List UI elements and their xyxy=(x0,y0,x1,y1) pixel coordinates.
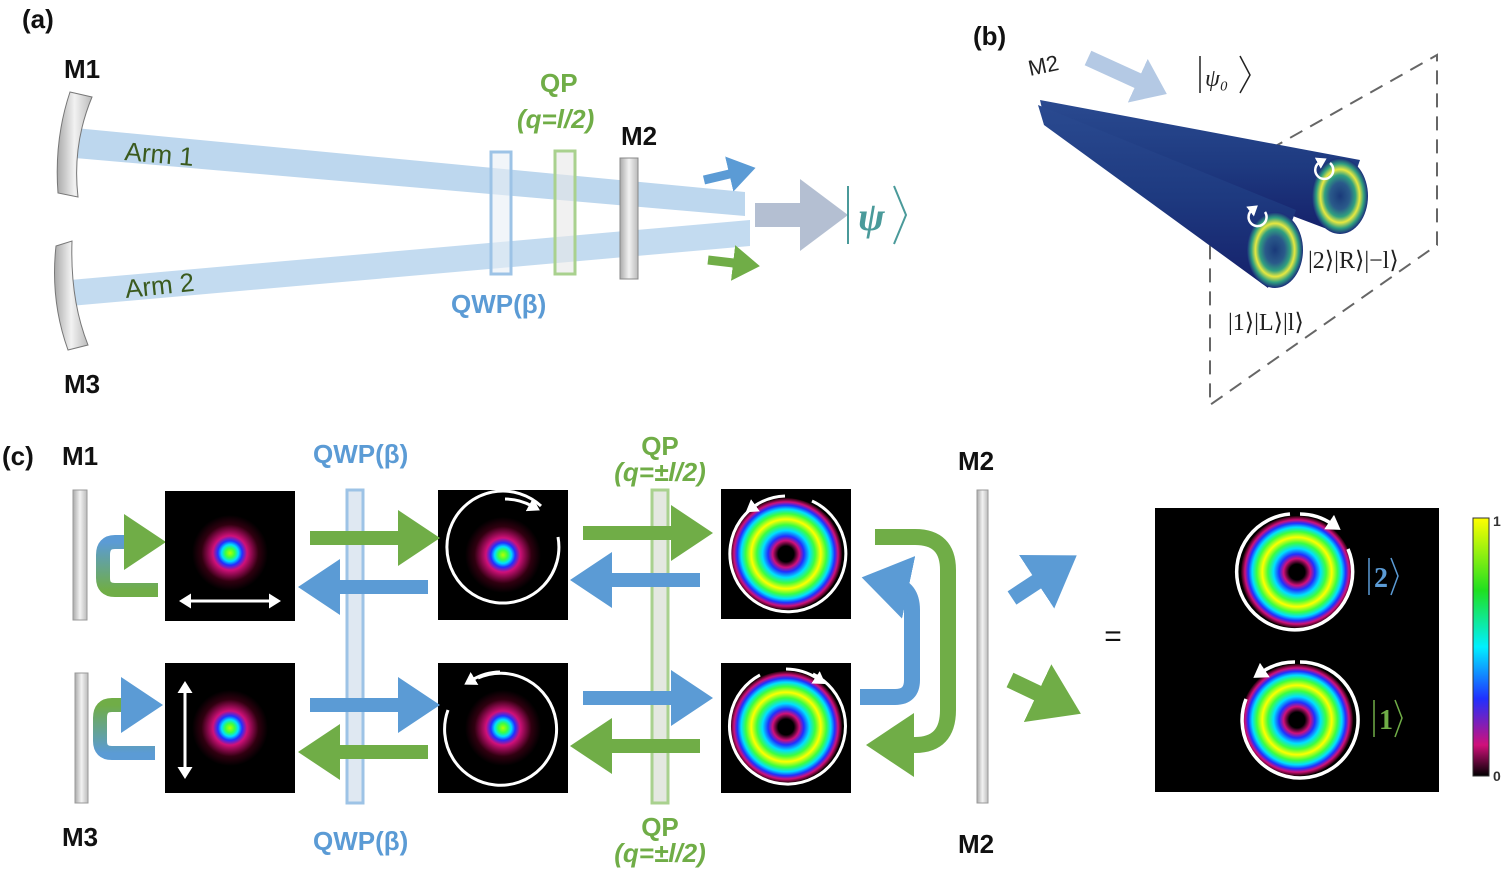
reflect-arrow-bottom xyxy=(93,677,163,760)
beam-arm-2 xyxy=(70,220,750,306)
rotation-arrow-icon xyxy=(728,499,848,614)
beam-image-donut-bottom xyxy=(721,663,851,793)
equals-sign: = xyxy=(1104,620,1122,653)
input-state-ket: ψ₀ xyxy=(1199,55,1251,94)
label-qp-bottom: QP xyxy=(641,812,679,842)
beam-image-gaussian-circ-bottom xyxy=(438,663,568,793)
label-qp-top: QP xyxy=(641,431,679,461)
panel-c: (c) M1 M3 xyxy=(2,431,1501,868)
mirror-m1 xyxy=(56,91,93,198)
output-arrow-blue-c xyxy=(1007,555,1077,609)
beam-tube-1 xyxy=(1038,105,1296,288)
beam-tube-1-end xyxy=(1247,212,1303,288)
output-arrow-green xyxy=(707,245,760,281)
output-arrow-green-c xyxy=(1006,664,1081,723)
panel-b-label: (b) xyxy=(973,21,1006,51)
mirror-m2 xyxy=(619,157,639,280)
label-m2-bottom: M2 xyxy=(958,829,994,859)
mirror-m2-c xyxy=(976,489,989,804)
label-qwp-bottom: QWP(β) xyxy=(313,826,408,856)
label-m3: M3 xyxy=(64,369,100,399)
label-m2-b: M2 xyxy=(1026,50,1061,81)
result-image: 2 1 xyxy=(1155,508,1439,792)
panel-a-label: (a) xyxy=(22,4,54,34)
reflect-arrow-top xyxy=(96,514,166,597)
panel-c-label: (c) xyxy=(2,441,34,471)
colorbar-max: 1 xyxy=(1493,513,1501,529)
colorbar xyxy=(1472,517,1490,777)
ket-2-text: 2 xyxy=(1374,563,1388,594)
projection-plane xyxy=(1209,53,1438,407)
qp-plate-c xyxy=(650,488,670,805)
ket-1: 1 xyxy=(1373,699,1403,738)
label-m1: M1 xyxy=(64,54,100,84)
ket-1-text: 1 xyxy=(1379,705,1393,736)
label-m2: M2 xyxy=(621,121,657,151)
state-1-label: |1⟩|L⟩|l⟩ xyxy=(1228,310,1304,336)
rotation-arrow-icon xyxy=(727,672,847,786)
ket-2: 2 xyxy=(1368,557,1399,596)
label-arm-2: Arm 2 xyxy=(123,267,195,304)
label-qp: QP xyxy=(540,68,578,98)
rotation-icon-2 xyxy=(1314,157,1335,181)
panel-b: (b) M2 ψ₀ |2⟩|R⟩|−l⟩ |1⟩|L⟩|l⟩ xyxy=(973,21,1438,407)
label-m2-top: M2 xyxy=(958,446,994,476)
rotation-icon-1 xyxy=(1246,205,1268,228)
label-qp-charge: (q=l/2) xyxy=(517,104,594,134)
beam-image-gaussian-circ-top xyxy=(438,489,568,620)
u-turn-arrow-green xyxy=(866,529,956,777)
beam-image-gaussian-v xyxy=(165,663,295,793)
rotation-arrow-icon xyxy=(443,671,559,787)
label-qp-top-charge: (q=±l/2) xyxy=(614,457,706,487)
output-state-symbol: ψ xyxy=(858,194,885,239)
label-m3-c: M3 xyxy=(62,822,98,852)
beam-image-gaussian-h xyxy=(165,491,295,621)
label-qwp-top: QWP(β) xyxy=(313,439,408,469)
output-state-ket: ψ xyxy=(847,185,908,245)
state-2-label: |2⟩|R⟩|−l⟩ xyxy=(1308,248,1399,274)
beam-tube-2-end xyxy=(1312,158,1368,234)
mirror-m3 xyxy=(54,240,89,351)
mirror-m1-c xyxy=(72,489,88,621)
panel-a: (a) M1 M3 Arm 1 Arm 2 QP (q=l/2) M2 QWP(… xyxy=(22,4,908,399)
input-state-text: ψ₀ xyxy=(1205,66,1228,92)
beam-image-donut-top xyxy=(721,489,851,619)
beam-arm-1 xyxy=(75,128,745,216)
label-arm-1: Arm 1 xyxy=(123,136,195,172)
u-turn-arrow-blue xyxy=(860,555,920,705)
input-arrow xyxy=(1084,50,1167,103)
qwp-plate xyxy=(489,150,513,276)
qp-plate xyxy=(553,149,577,276)
mirror-m3-c xyxy=(74,672,89,804)
rotation-arrow-icon xyxy=(445,489,561,605)
label-m1-c: M1 xyxy=(62,441,98,471)
qwp-plate-c xyxy=(345,488,365,805)
colorbar-min: 0 xyxy=(1493,768,1501,784)
label-qwp: QWP(β) xyxy=(451,289,546,319)
label-qp-bottom-charge: (q=±l/2) xyxy=(614,838,706,868)
output-arrow-blue xyxy=(702,156,756,192)
beam-tube-2 xyxy=(1040,100,1360,232)
